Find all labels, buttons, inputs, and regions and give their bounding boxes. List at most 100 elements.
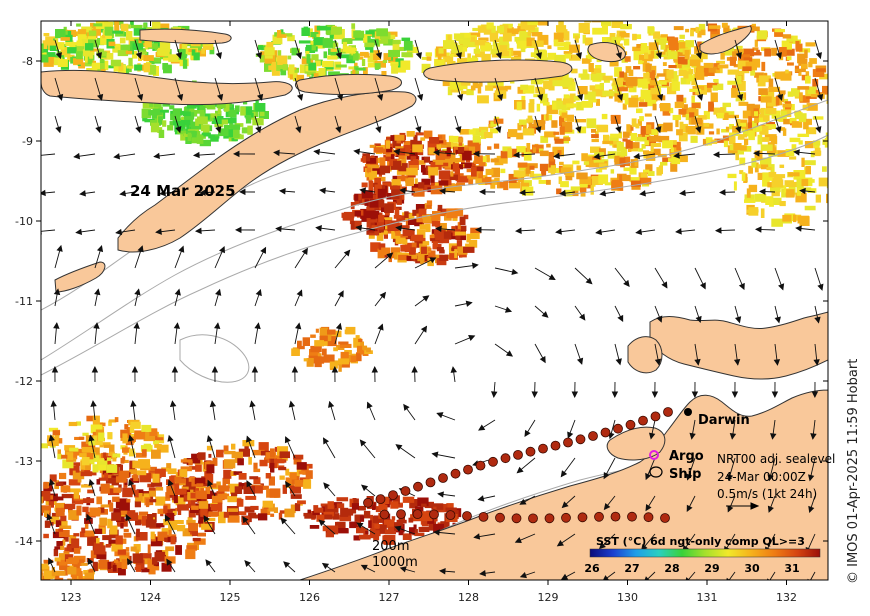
current-arrow-head	[206, 435, 213, 443]
sst-pixel	[458, 137, 464, 143]
x-tick-label: 130	[617, 591, 638, 604]
sst-pixel	[164, 556, 176, 564]
sst-pixel	[78, 571, 83, 580]
sst-pixel	[478, 26, 487, 33]
current-arrow-head	[56, 244, 63, 252]
ship-track-point	[445, 510, 456, 520]
sst-pixel	[112, 46, 119, 53]
sst-pixel	[262, 500, 273, 508]
current-arrow-head	[541, 311, 549, 318]
sst-pixel	[54, 433, 60, 441]
sst-pixel	[386, 140, 391, 149]
current-arrow-head	[455, 52, 462, 60]
current-arrow-head	[615, 126, 622, 134]
sst-pixel	[591, 68, 601, 76]
sst-pixel	[126, 512, 139, 521]
sst-pixel	[73, 533, 80, 537]
sst-pixel	[744, 194, 755, 203]
current-arrow-head	[356, 522, 364, 529]
current-arrow-head	[90, 400, 97, 407]
sst-pixel	[111, 477, 119, 486]
sst-pixel	[552, 80, 564, 87]
sst-pixel	[180, 110, 185, 115]
ship-track-point	[478, 512, 489, 522]
sst-pixel	[348, 55, 354, 60]
sst-pixel	[76, 23, 81, 27]
rote-island	[54, 261, 106, 293]
sst-pixel	[731, 88, 738, 98]
sst-pixel	[814, 143, 820, 149]
sst-pixel	[451, 245, 461, 252]
sst-pixel	[758, 137, 770, 142]
sst-pixel	[595, 84, 603, 90]
sst-pixel	[64, 448, 70, 456]
sst-pixel	[59, 472, 67, 480]
sst-pixel	[429, 137, 440, 144]
sst-pixel	[184, 106, 190, 113]
current-arrow-head	[167, 479, 174, 487]
sst-pixel	[88, 30, 97, 36]
current-arrow-head	[422, 295, 430, 302]
sst-pixel	[484, 25, 496, 33]
sst-pixel	[206, 464, 215, 474]
current-arrow-head	[495, 52, 502, 60]
sst-pixel	[648, 83, 654, 90]
sst-pixel	[350, 355, 357, 363]
sst-pixel	[667, 48, 672, 53]
sst-pixel	[230, 117, 237, 124]
current-arrow-head	[87, 557, 94, 565]
sst-pixel	[765, 124, 777, 130]
sst-pixel	[108, 420, 112, 426]
sst-pixel	[759, 126, 769, 135]
sst-pixel	[697, 41, 702, 48]
sst-pixel	[416, 213, 426, 223]
current-arrow-head	[335, 52, 342, 60]
sst-pixel	[119, 37, 126, 44]
sst-pixel	[799, 178, 809, 187]
sst-pixel	[31, 48, 35, 54]
sst-pixel	[209, 46, 215, 55]
sst-pixel	[430, 173, 435, 183]
sst-pixel	[613, 144, 617, 148]
sst-pixel	[150, 537, 163, 547]
sst-pixel	[645, 151, 656, 161]
sst-pixel	[104, 472, 109, 481]
x-tick-label: 128	[458, 591, 479, 604]
current-arrow-head	[455, 126, 462, 134]
sst-pixel	[324, 514, 333, 520]
sst-pixel	[395, 227, 401, 236]
sst-pixel	[177, 524, 185, 532]
sst-pixel	[135, 493, 143, 502]
current-arrow-head	[473, 533, 481, 540]
sst-pixel	[382, 182, 394, 187]
sst-pixel	[660, 42, 666, 50]
sst-pixel	[818, 177, 828, 187]
sst-pixel	[502, 146, 512, 152]
sst-pixel	[45, 36, 56, 45]
sst-pixel	[765, 108, 777, 114]
sst-pixel	[269, 488, 281, 498]
current-arrow-head	[207, 479, 214, 487]
sst-pixel	[149, 428, 158, 436]
x-tick-label: 124	[140, 591, 161, 604]
sst-pixel	[579, 184, 587, 193]
sst-pixel	[500, 150, 508, 159]
sst-pixel	[66, 545, 72, 552]
sst-pixel	[110, 59, 122, 67]
sst-pixel	[765, 91, 775, 98]
sst-pixel	[140, 553, 152, 561]
sst-pixel	[44, 510, 50, 517]
sst-pixel	[558, 21, 564, 30]
sst-pixel	[655, 81, 667, 85]
sst-pixel	[434, 147, 438, 152]
sst-pixel	[324, 505, 336, 514]
sst-pixel	[782, 214, 792, 222]
sst-pixel	[327, 55, 338, 60]
sst-pixel	[391, 179, 401, 186]
sst-pixel	[303, 31, 310, 35]
sst-pixel	[154, 43, 163, 51]
sst-pixel	[104, 21, 114, 30]
current-arrow-head	[585, 277, 593, 285]
sst-pixel	[410, 247, 416, 255]
sst-pixel	[182, 111, 191, 117]
